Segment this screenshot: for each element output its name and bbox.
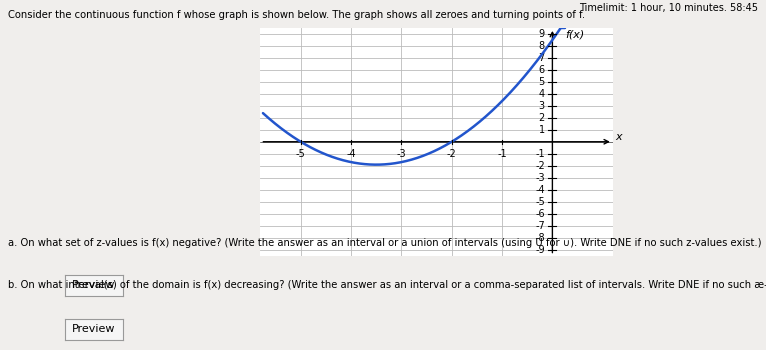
Text: a. On what set of z-values is f(x) negative? (Write the answer as an interval or: a. On what set of z-values is f(x) negat… <box>8 238 761 248</box>
Text: 7: 7 <box>538 53 545 63</box>
Text: 1: 1 <box>538 125 545 135</box>
Text: f(x): f(x) <box>565 29 584 39</box>
Text: -9: -9 <box>535 245 545 254</box>
Text: -1: -1 <box>497 149 507 159</box>
Text: 2: 2 <box>538 113 545 123</box>
Text: 6: 6 <box>538 65 545 75</box>
Text: -8: -8 <box>535 232 545 243</box>
Text: Timelimit: 1 hour, 10 minutes. 58:45: Timelimit: 1 hour, 10 minutes. 58:45 <box>579 4 758 14</box>
Text: 9: 9 <box>538 29 545 39</box>
Text: -2: -2 <box>447 149 457 159</box>
Text: b. On what interval(s) of the domain is f(x) decreasing? (Write the answer as an: b. On what interval(s) of the domain is … <box>8 280 766 290</box>
Text: -6: -6 <box>535 209 545 219</box>
Text: -4: -4 <box>535 185 545 195</box>
Text: -7: -7 <box>535 220 545 231</box>
Text: -3: -3 <box>397 149 406 159</box>
Text: 3: 3 <box>538 101 545 111</box>
Text: 5: 5 <box>538 77 545 87</box>
Text: Preview: Preview <box>72 324 116 334</box>
Text: Consider the continuous function f whose graph is shown below. The graph shows a: Consider the continuous function f whose… <box>8 10 584 21</box>
Text: -5: -5 <box>535 197 545 206</box>
Text: 4: 4 <box>538 89 545 99</box>
Text: 8: 8 <box>538 41 545 51</box>
Text: Preview: Preview <box>72 280 116 290</box>
Text: -3: -3 <box>535 173 545 183</box>
Text: -5: -5 <box>296 149 306 159</box>
Text: x: x <box>615 132 622 142</box>
Text: -2: -2 <box>535 161 545 171</box>
Text: -4: -4 <box>346 149 356 159</box>
Text: -1: -1 <box>535 149 545 159</box>
